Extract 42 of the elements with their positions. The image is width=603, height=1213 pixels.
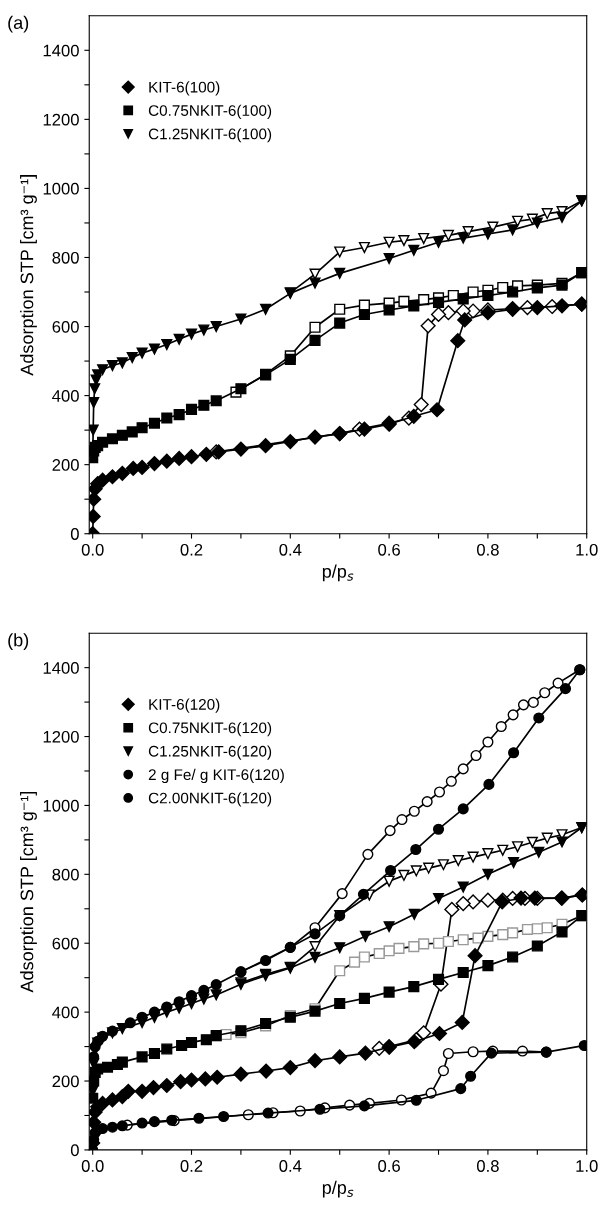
- y-tick-label: 1400: [43, 662, 79, 674]
- y-axis-title: Adsorption STP [cm³ g⁻¹]: [20, 791, 37, 993]
- legend-label: KIT-6(120): [149, 698, 220, 713]
- y-tick-label: 1200: [43, 730, 79, 743]
- y-tick-label: 800: [52, 868, 79, 881]
- legend-label: C0.75NKIT-6(120): [148, 722, 272, 737]
- y-tick-label: 400: [52, 390, 79, 402]
- y-tick-label: 1000: [43, 182, 79, 195]
- legend-label: C1.25NKIT-6(120): [148, 745, 272, 760]
- x-tick-label: 0.6: [378, 1160, 400, 1172]
- x-axis-title: p/p$_{s}$: [322, 564, 354, 582]
- legend-label: C1.25NKIT-6(100): [148, 128, 272, 143]
- legend-label: 2 g Fe/ g KIT-6(120): [148, 768, 284, 784]
- x-axis-title: p/p$_{s}$: [322, 1180, 354, 1198]
- legend-label: C2.00NKIT-6(120): [148, 792, 272, 807]
- chart-title: (a): [8, 15, 29, 33]
- x-tick-label: 0.0: [81, 543, 104, 556]
- y-tick-label: 0: [70, 1144, 79, 1157]
- x-tick-label: 1.0: [576, 1160, 598, 1172]
- y-tick-label: 0: [70, 528, 79, 540]
- y-tick-label: 800: [52, 251, 79, 264]
- x-tick-label: 0.4: [279, 1160, 302, 1172]
- y-tick-label: 200: [52, 1075, 79, 1088]
- legend-label: C0.75NKIT-6(100): [148, 104, 272, 119]
- y-axis-title: Adsorption STP [cm³ g⁻¹]: [20, 175, 37, 376]
- x-tick-label: 0.2: [180, 1160, 203, 1172]
- y-tick-label: 200: [52, 459, 79, 471]
- x-tick-label: 0.0: [81, 1160, 104, 1172]
- x-tick-label: 0.8: [476, 543, 499, 556]
- x-tick-label: 1.0: [576, 543, 598, 556]
- x-tick-label: 0.4: [279, 543, 302, 556]
- x-tick-label: 0.2: [180, 543, 203, 556]
- y-tick-label: 600: [52, 937, 79, 950]
- y-tick-label: 1000: [43, 799, 79, 812]
- chart-title: (b): [8, 633, 29, 651]
- x-tick-label: 0.6: [378, 543, 400, 556]
- y-tick-label: 400: [52, 1006, 79, 1019]
- legend-label: KIT-6(100): [149, 81, 220, 96]
- x-tick-label: 0.8: [476, 1160, 499, 1172]
- y-tick-label: 600: [52, 320, 79, 333]
- y-tick-label: 1200: [43, 113, 79, 126]
- y-tick-label: 1400: [43, 44, 79, 57]
